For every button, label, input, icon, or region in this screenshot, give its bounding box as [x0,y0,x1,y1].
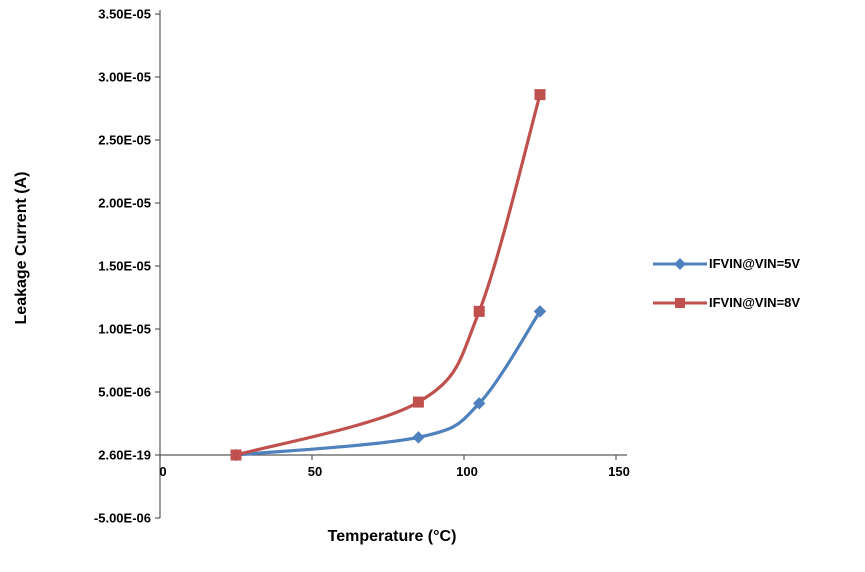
diamond-marker-icon [674,257,686,270]
legend-label-vin8v: IFVIN@VIN=8V [709,295,801,310]
y-axis-title: Leakage Current (A) [13,171,30,325]
x-tick-label: 0 [159,464,166,479]
legend-item-vin5v: IFVIN@VIN=5V [652,256,800,271]
legend-sample-vin5v [653,257,707,270]
y-tick-label: 3.00E-05 [98,70,151,85]
y-tick-label: -5.00E-06 [94,511,151,526]
legend-item-vin8v: IFVIN@VIN=8V [652,295,800,310]
legend: IFVIN@VIN=5V IFVIN@VIN=8V [652,256,800,310]
legend-label-vin5v: IFVIN@VIN=5V [709,256,801,271]
square-marker-icon [230,449,242,461]
square-marker-icon [473,305,485,317]
y-tick-label: 2.60E-19 [98,448,151,463]
legend-sample-vin8v [653,297,707,308]
y-tick-label: 5.00E-06 [98,385,151,400]
y-tick-label: 1.50E-05 [98,259,151,274]
diamond-marker-icon [412,431,425,444]
square-marker-icon [675,297,685,308]
y-tick-label: 2.00E-05 [98,196,151,211]
square-marker-icon [534,89,546,101]
x-tick-label: 150 [608,464,630,479]
x-axis-title: Temperature (°C) [327,528,457,545]
x-tick-label: 100 [456,464,478,479]
x-tick-label: 50 [308,464,322,479]
square-marker-icon [412,396,424,408]
series-line-IFVIN@VIN=5V [234,309,542,457]
y-tick-label: 3.50E-05 [98,7,151,22]
y-tick-label: 1.00E-05 [98,322,151,337]
diamond-marker-icon [533,305,547,318]
diamond-marker-icon [472,397,486,410]
y-tick-label: 2.50E-05 [98,133,151,148]
series-line-IFVIN@VIN=8V [234,93,542,457]
